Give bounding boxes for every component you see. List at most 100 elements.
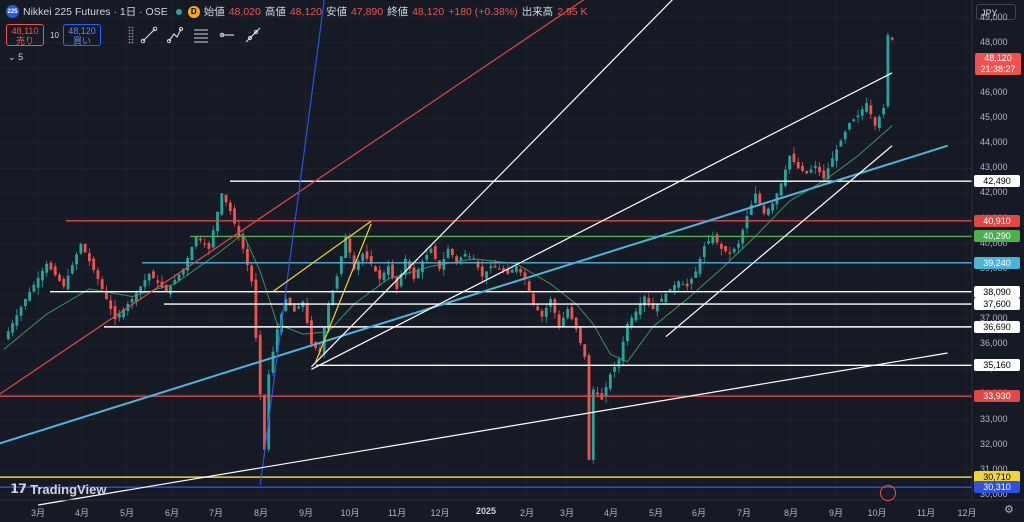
x-tick-label: 3月 <box>559 508 575 518</box>
candle-body <box>698 258 702 274</box>
candle-body <box>788 155 792 170</box>
level-price-label: 38,090 <box>974 285 1020 298</box>
volume-value: 2.95 K <box>557 5 588 18</box>
candle-body <box>801 165 804 171</box>
candle-body <box>66 275 70 290</box>
candle-body <box>515 266 518 272</box>
trend-line <box>665 145 893 338</box>
x-tick-label: 4月 <box>603 508 619 518</box>
candle-body <box>745 216 749 229</box>
trend-line <box>38 352 948 506</box>
candle-body <box>655 304 659 312</box>
buy-button[interactable]: 48,120 買い <box>63 24 101 46</box>
candle-body <box>835 149 839 161</box>
candle-body <box>604 386 608 397</box>
path-tool-icon[interactable] <box>164 24 186 46</box>
candle-body <box>860 109 864 116</box>
candle-body <box>11 323 14 333</box>
candle-body <box>579 327 582 343</box>
candle-body <box>36 277 40 288</box>
candle-body <box>596 392 599 395</box>
level-price-label: 30,710 <box>974 471 1020 484</box>
low-value: 47,890 <box>350 5 384 18</box>
candle-body <box>288 297 292 306</box>
toolbar-grip-icon[interactable] <box>128 26 134 44</box>
candle-body <box>826 168 830 180</box>
last-price: 48,120 <box>984 53 1012 63</box>
candle-body <box>365 251 369 259</box>
candle-body <box>83 244 87 253</box>
candle-body <box>869 105 873 115</box>
level-price-label: 39,240 <box>974 256 1020 269</box>
candle-body <box>459 257 463 261</box>
y-tick-label: 42,000 <box>980 187 1008 198</box>
candle-body <box>549 298 552 307</box>
indicators-toggle[interactable]: ⌄ 5 <box>8 52 23 63</box>
candle-body <box>49 262 53 270</box>
candle-body <box>630 317 634 327</box>
candle-body <box>707 241 710 244</box>
symbol-title[interactable]: Nikkei 225 Futures · 1日 · OSE <box>23 6 168 18</box>
candle-body <box>267 374 271 450</box>
live-indicator-icon[interactable] <box>880 485 896 501</box>
candle-body <box>766 208 770 216</box>
trend-line-tool-icon[interactable] <box>138 24 160 46</box>
market-status-icon <box>175 8 182 15</box>
x-tick-label: 6月 <box>164 508 180 518</box>
order-quantity[interactable]: 10 <box>50 31 59 40</box>
candle-body <box>758 193 762 204</box>
ray-tool-icon[interactable] <box>216 24 238 46</box>
candle-body <box>19 307 23 316</box>
chevron-down-icon: ⌄ <box>8 52 16 62</box>
candle-body <box>608 374 612 389</box>
candle-body <box>96 270 100 279</box>
candle-body <box>771 203 774 211</box>
sell-button[interactable]: 48,110 売り <box>6 24 44 46</box>
candle-body <box>890 37 894 40</box>
candle-body <box>211 230 215 248</box>
candle-body <box>843 131 847 139</box>
branding-text: TradingView <box>30 481 107 497</box>
candle-body <box>199 238 202 241</box>
candle-body <box>711 236 715 244</box>
candle-body <box>169 285 172 295</box>
candle-body <box>762 205 766 214</box>
x-tick-label: 6月 <box>691 508 707 518</box>
candle-body <box>493 265 497 268</box>
candle-body <box>130 298 134 303</box>
candle-body <box>399 273 403 287</box>
x-tick-label: 2025 <box>475 506 497 516</box>
trend-line <box>259 0 325 486</box>
buy-label: 買い <box>72 36 91 46</box>
last-price-badge: 48,120 21:38:27 <box>975 53 1021 75</box>
settings-gear-icon[interactable]: ⚙ <box>1004 504 1014 516</box>
candle-body <box>809 169 813 173</box>
candle-body <box>583 344 587 357</box>
candle-body <box>292 305 296 312</box>
level-price-label: 40,290 <box>974 230 1020 243</box>
candle-body <box>348 238 352 253</box>
sell-label: 売り <box>15 36 34 46</box>
currency-button[interactable]: JPY <box>976 4 1016 20</box>
tradingview-logo: 𝟭𝟳 TradingView <box>10 481 106 497</box>
candle-body <box>412 267 416 279</box>
candle-body <box>685 283 689 287</box>
x-tick-label: 10月 <box>867 508 887 518</box>
chart-legend: 225 Nikkei 225 Futures · 1日 · OSE D 始値 4… <box>6 4 588 19</box>
fib-tool-icon[interactable] <box>190 24 212 46</box>
candle-body <box>331 290 335 306</box>
candle-body <box>626 324 629 342</box>
x-tick-label: 9月 <box>298 508 314 518</box>
candle-body <box>32 284 36 292</box>
candle-body <box>694 271 698 278</box>
y-tick-label: 30,000 <box>980 488 1008 499</box>
candle-body <box>23 298 27 307</box>
candle-body <box>194 236 198 247</box>
extended-line-tool-icon[interactable] <box>242 24 264 46</box>
buy-price: 48,120 <box>68 26 96 36</box>
tv-mark-icon: 𝟭𝟳 <box>10 481 27 496</box>
trend-line <box>311 0 674 368</box>
volume-label: 出来高 <box>521 6 554 18</box>
dividend-badge[interactable]: D <box>187 5 200 18</box>
